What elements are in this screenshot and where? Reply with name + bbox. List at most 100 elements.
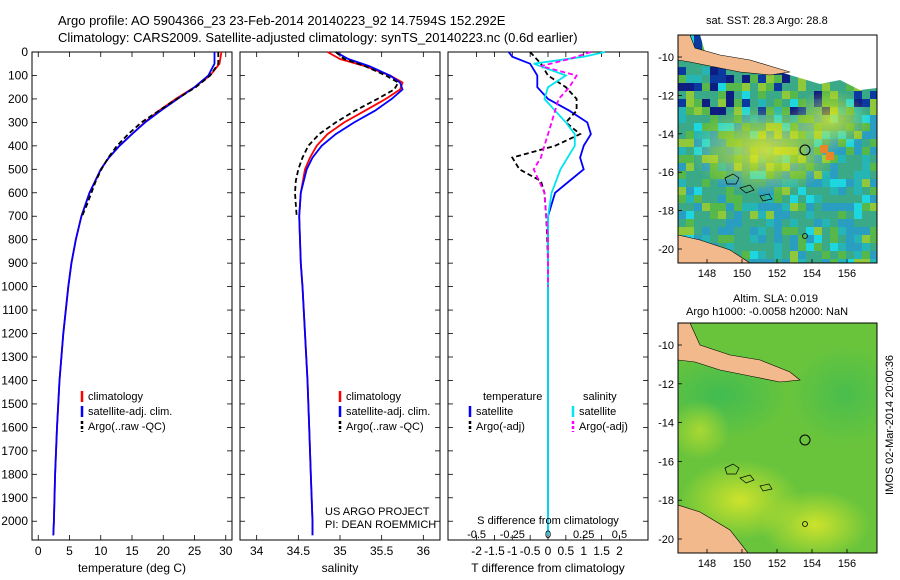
secondary-tick-label: 0 bbox=[545, 529, 551, 541]
sst-cell bbox=[726, 243, 734, 251]
sst-cell bbox=[718, 75, 726, 83]
sst-cell bbox=[862, 179, 870, 187]
temperature-panel: 0100200300400500600700800900100011001200… bbox=[1, 45, 232, 575]
sst-cell bbox=[742, 203, 750, 211]
sst-cell bbox=[702, 99, 710, 107]
sst-cell bbox=[806, 235, 814, 243]
sst-cell bbox=[790, 251, 798, 259]
sst-cell bbox=[694, 235, 702, 243]
sst-cell bbox=[846, 219, 854, 227]
sst-cell bbox=[686, 219, 694, 227]
chart-title-line2: Climatology: CARS2009. Satellite-adjuste… bbox=[58, 30, 578, 45]
x-tick-label: 35 bbox=[333, 544, 347, 558]
map-x-tick-label: 156 bbox=[838, 268, 856, 280]
sst-cell bbox=[766, 259, 774, 263]
sst-cell bbox=[870, 147, 877, 155]
sst-cell bbox=[678, 195, 686, 203]
sst-cell bbox=[822, 251, 830, 259]
sst-cell bbox=[870, 99, 877, 107]
secondary-axis-label: S difference from climatology bbox=[477, 515, 619, 527]
sst-cell bbox=[758, 251, 766, 259]
sst-cell bbox=[678, 171, 686, 179]
sst-cell bbox=[702, 227, 710, 235]
y-tick-label: 300 bbox=[8, 115, 28, 129]
sst-cell bbox=[734, 203, 742, 211]
sst-cell bbox=[678, 115, 686, 123]
sst-cell bbox=[726, 203, 734, 211]
sst-cell bbox=[774, 251, 782, 259]
series-line-argo-raw-qc- bbox=[81, 52, 220, 217]
x-tick-label: 30 bbox=[219, 544, 233, 558]
sla-map-title-2: Argo h1000: -0.0058 h2000: NaN bbox=[686, 306, 849, 318]
map-x-tick-label: 150 bbox=[733, 558, 751, 570]
x-axis-label: salinity bbox=[322, 561, 359, 575]
sst-cell bbox=[862, 131, 870, 139]
sst-cell bbox=[758, 91, 766, 99]
map-x-tick-label: 148 bbox=[698, 558, 716, 570]
sst-cell bbox=[782, 91, 790, 99]
sst-cell bbox=[718, 203, 726, 211]
y-tick-label: 1800 bbox=[1, 467, 28, 481]
sst-cell bbox=[758, 99, 766, 107]
sst-cell bbox=[686, 195, 694, 203]
sst-cell bbox=[814, 179, 822, 187]
sst-cell bbox=[830, 243, 838, 251]
y-tick-label: 1400 bbox=[1, 373, 28, 387]
sst-cell bbox=[830, 171, 838, 179]
sst-cell bbox=[838, 227, 846, 235]
chart-title-line1: Argo profile: AO 5904366_23 23-Feb-2014 … bbox=[58, 13, 506, 28]
sst-cell bbox=[718, 107, 726, 115]
sst-cell bbox=[702, 107, 710, 115]
sst-cell bbox=[806, 203, 814, 211]
sst-cell bbox=[686, 75, 694, 83]
sst-cell bbox=[686, 83, 694, 91]
sst-cell bbox=[862, 147, 870, 155]
secondary-tick-label: -0.5 bbox=[467, 529, 486, 541]
sst-cell bbox=[678, 75, 686, 83]
y-tick-label: 2000 bbox=[1, 514, 28, 528]
sst-cell bbox=[718, 91, 726, 99]
y-tick-label: 1600 bbox=[1, 420, 28, 434]
sst-cell bbox=[838, 147, 846, 155]
sst-cell bbox=[798, 251, 806, 259]
x-tick-label: 1.5 bbox=[593, 544, 610, 558]
sst-cell bbox=[870, 259, 877, 263]
sst-cell bbox=[870, 235, 877, 243]
sst-cell bbox=[846, 179, 854, 187]
map-y-tick-label: -18 bbox=[658, 206, 674, 218]
sst-cell bbox=[830, 187, 838, 195]
sst-cell bbox=[838, 251, 846, 259]
map-x-tick-label: 148 bbox=[698, 268, 716, 280]
sst-cell bbox=[870, 187, 877, 195]
sst-cell bbox=[686, 211, 694, 219]
sst-cell bbox=[726, 99, 734, 107]
sst-cell bbox=[710, 203, 718, 211]
series-line-argo-raw-qc- bbox=[294, 51, 400, 217]
y-tick-label: 200 bbox=[8, 92, 28, 106]
legend-label: Argo(-adj) bbox=[476, 421, 525, 433]
sst-cell bbox=[806, 211, 814, 219]
map-y-tick-label: -16 bbox=[658, 167, 674, 179]
x-tick-label: 25 bbox=[188, 544, 202, 558]
sst-cell bbox=[774, 83, 782, 91]
sst-cell bbox=[782, 259, 790, 263]
map-x-tick-label: 156 bbox=[838, 558, 856, 570]
sst-cell bbox=[870, 131, 877, 139]
sst-cell bbox=[758, 75, 766, 83]
sst-cell bbox=[830, 203, 838, 211]
sst-cell bbox=[774, 195, 782, 203]
sst-cell bbox=[854, 243, 862, 251]
sst-cell bbox=[678, 67, 686, 75]
sst-cell bbox=[822, 219, 830, 227]
sst-cell bbox=[798, 75, 806, 83]
sst-cell bbox=[742, 83, 750, 91]
sst-cell bbox=[806, 195, 814, 203]
sst-cell bbox=[790, 219, 798, 227]
timestamp-stamp: IMOS 02-Mar-2014 20:00:36 bbox=[884, 354, 896, 495]
sst-cell bbox=[806, 227, 814, 235]
sst-cell bbox=[830, 179, 838, 187]
x-tick-label: -2 bbox=[471, 544, 482, 558]
y-tick-label: 100 bbox=[8, 68, 28, 82]
sst-cell bbox=[822, 179, 830, 187]
y-tick-label: 1200 bbox=[1, 327, 28, 341]
